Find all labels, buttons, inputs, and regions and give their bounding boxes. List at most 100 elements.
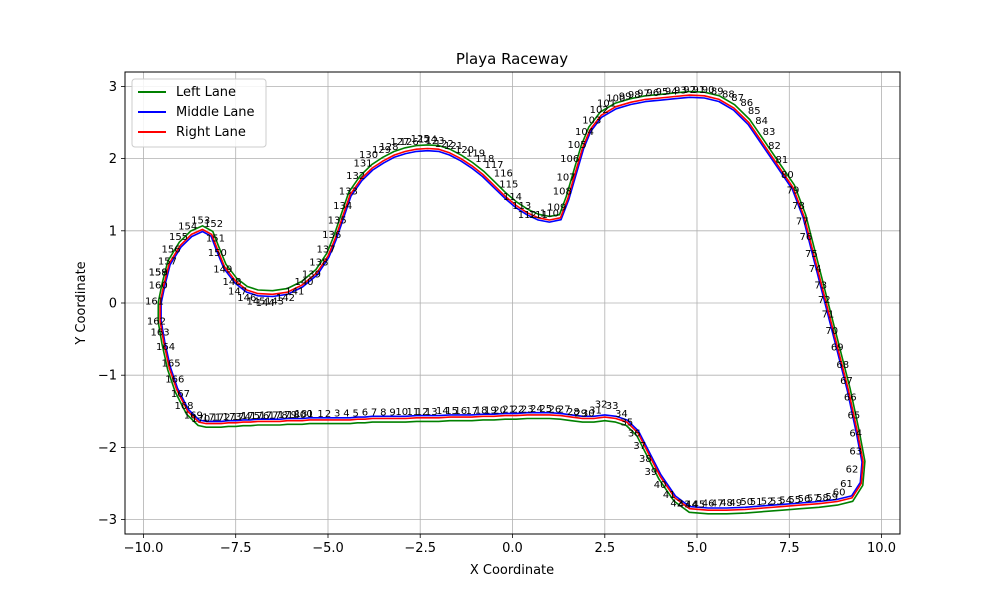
point-index-label: 89 (711, 86, 724, 97)
point-index-label: 177 (259, 411, 278, 422)
point-index-label: 133 (339, 187, 358, 198)
point-index-label: 27 (558, 405, 571, 416)
point-index-label: 100 (606, 94, 625, 105)
point-index-label: 102 (590, 105, 609, 116)
point-index-label: 113 (512, 201, 531, 212)
point-index-label: 61 (840, 479, 853, 490)
point-index-label: 45 (693, 499, 706, 510)
point-index-label: 68 (836, 360, 849, 371)
point-index-label: 112 (518, 210, 537, 221)
y-tick-label: 2 (109, 152, 117, 167)
y-tick-label: −3 (98, 513, 117, 528)
point-index-label: 126 (400, 137, 419, 148)
point-index-label: 141 (285, 286, 304, 297)
point-index-label: 28 (567, 407, 580, 418)
point-index-label: 42 (670, 499, 683, 510)
point-index-label: 8 (380, 408, 386, 419)
point-index-label: 135 (328, 216, 347, 227)
point-index-label: 51 (750, 497, 763, 508)
point-index-label: 59 (825, 492, 838, 503)
point-index-label: 34 (615, 409, 628, 420)
point-index-label: 173 (222, 412, 241, 423)
point-index-label: 163 (151, 328, 170, 339)
point-index-label: 158 (149, 268, 168, 279)
point-index-label: 121 (444, 141, 463, 152)
axis-ticks: −10.0 −7.5 −5.0 −2.5 0.0 2.5 5.0 7.5 10.0 −3 −2 −1 0… (98, 80, 896, 556)
x-tick-label: −5.0 (312, 541, 344, 556)
point-index-label: 92 (683, 85, 696, 96)
y-axis-title: Y Coordinate (74, 261, 89, 345)
point-index-label: 122 (435, 139, 454, 150)
point-index-label: 179 (278, 410, 297, 421)
point-index-label: 2 (325, 409, 331, 420)
point-index-label: 137 (317, 245, 336, 256)
point-index-label: 95 (656, 87, 669, 98)
y-tick-label: −2 (98, 441, 117, 456)
point-labels: 0 1 2 3 4 5 6 7 8 9 101112131415161718192021222324… (145, 85, 862, 510)
grid (125, 72, 900, 534)
point-index-label: 19 (484, 405, 497, 416)
point-index-label: 97 (637, 89, 650, 100)
point-index-label: 48 (720, 498, 733, 509)
point-index-label: 178 (269, 411, 288, 422)
point-index-label: 162 (147, 317, 166, 328)
point-index-label: 167 (171, 389, 190, 400)
point-index-label: 3 (334, 408, 340, 419)
point-index-label: 181 (294, 409, 313, 420)
point-index-label: 107 (556, 172, 575, 183)
point-index-label: 168 (174, 401, 193, 412)
point-index-label: 41 (663, 490, 676, 501)
point-index-label: 60 (833, 488, 846, 499)
point-index-label: 114 (503, 192, 522, 203)
point-index-label: 155 (169, 232, 188, 243)
point-index-label: 150 (208, 248, 227, 259)
y-tick-label: 0 (109, 297, 117, 312)
point-index-label: 166 (165, 374, 184, 385)
point-index-label: 146 (237, 293, 256, 304)
point-index-label: 159 (149, 268, 168, 279)
point-index-label: 47 (711, 499, 724, 510)
point-index-label: 73 (814, 281, 827, 292)
point-index-label: 37 (633, 441, 646, 452)
point-index-label: 147 (228, 286, 247, 297)
legend-right-lane-label: Right Lane (176, 125, 246, 140)
point-index-label: 18 (475, 405, 488, 416)
point-index-label: 96 (646, 88, 659, 99)
point-index-label: 83 (763, 127, 776, 138)
point-index-label: 145 (246, 296, 265, 307)
point-index-label: 170 (191, 414, 210, 425)
point-index-label: 53 (770, 496, 783, 507)
point-index-label: 136 (322, 230, 341, 241)
point-index-label: 63 (849, 447, 862, 458)
point-index-label: 46 (702, 499, 715, 510)
point-index-label: 58 (816, 493, 829, 504)
point-index-label: 134 (333, 201, 352, 212)
point-index-label: 151 (206, 234, 225, 245)
point-index-label: 175 (241, 411, 260, 422)
point-index-label: 138 (309, 258, 328, 269)
point-index-label: 127 (390, 137, 409, 148)
point-index-label: 99 (619, 91, 632, 102)
point-index-label: 165 (162, 359, 181, 370)
point-index-label: 77 (796, 216, 809, 227)
point-index-label: 104 (575, 127, 594, 138)
point-index-label: 164 (156, 342, 175, 353)
x-axis-title: X Coordinate (470, 563, 554, 578)
point-index-label: 87 (731, 93, 744, 104)
point-index-label: 66 (844, 393, 857, 404)
point-index-label: 80 (781, 170, 794, 181)
point-index-label: 26 (549, 405, 562, 416)
point-index-label: 29 (574, 408, 587, 419)
point-index-label: 124 (418, 135, 437, 146)
point-index-label: 161 (145, 296, 164, 307)
point-index-label: 0 (306, 409, 312, 420)
point-index-label: 144 (256, 298, 275, 309)
x-tick-label: −2.5 (404, 541, 436, 556)
legend-middle-lane-label: Middle Lane (176, 105, 255, 120)
legend: Left Lane Middle Lane Right Lane (131, 78, 267, 148)
point-index-label: 123 (425, 136, 444, 147)
x-tick-label: 0.0 (502, 541, 523, 556)
y-tick-label: 3 (109, 80, 117, 95)
point-index-label: 119 (466, 149, 485, 160)
point-index-label: 56 (798, 494, 811, 505)
